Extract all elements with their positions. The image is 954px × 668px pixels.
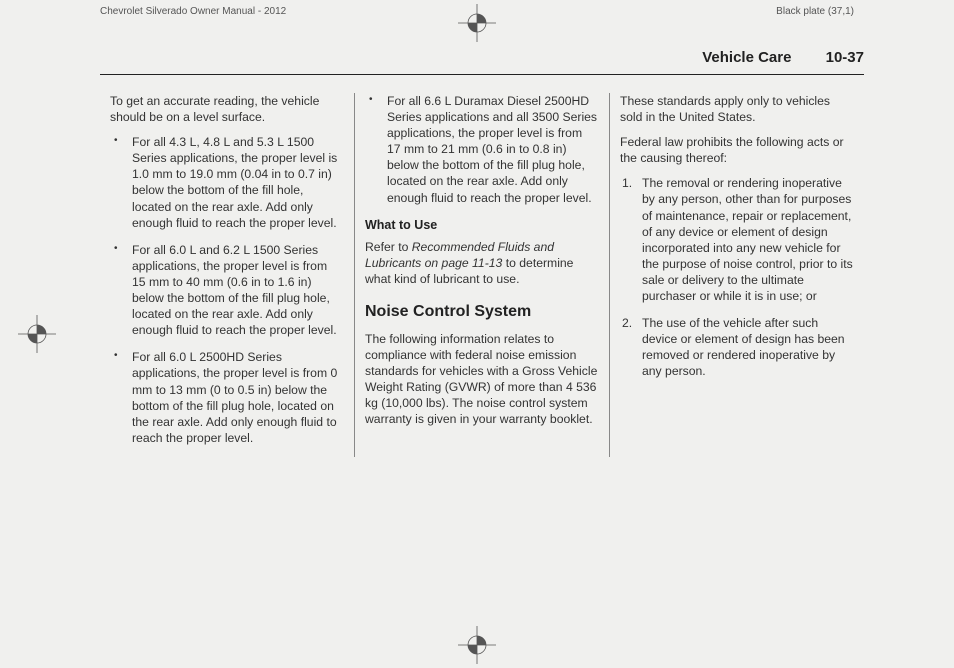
list-item: The removal or rendering inoperative by …: [620, 175, 854, 304]
standards-text: These standards apply only to vehicles s…: [620, 93, 854, 125]
noise-control-heading: Noise Control System: [365, 301, 599, 322]
list-item: For all 6.6 L Duramax Diesel 2500HD Seri…: [365, 93, 599, 206]
page-content: Vehicle Care 10-37 To get an accurate re…: [100, 49, 864, 457]
crop-mark-left-icon: [22, 319, 52, 349]
numbered-list: The removal or rendering inoperative by …: [620, 175, 854, 379]
section-title: Vehicle Care: [702, 49, 791, 66]
bullet-list: For all 4.3 L, 4.8 L and 5.3 L 1500 Seri…: [110, 134, 344, 446]
list-item: For all 4.3 L, 4.8 L and 5.3 L 1500 Seri…: [110, 134, 344, 231]
list-item: For all 6.0 L and 6.2 L 1500 Series appl…: [110, 242, 344, 339]
what-to-use-heading: What to Use: [365, 217, 599, 234]
list-item: The use of the vehicle after such device…: [620, 315, 854, 379]
manual-title: Chevrolet Silverado Owner Manual - 2012: [100, 6, 286, 17]
crop-mark-top-icon: [462, 8, 492, 38]
text-span: Refer to: [365, 240, 412, 254]
crop-mark-bottom-icon: [462, 630, 492, 660]
what-to-use-text: Refer to Recommended Fluids and Lubrican…: [365, 239, 599, 287]
federal-law-text: Federal law prohibits the following acts…: [620, 134, 854, 166]
list-item: For all 6.0 L 2500HD Series applications…: [110, 349, 344, 446]
intro-text: To get an accurate reading, the vehicle …: [110, 93, 344, 125]
page-header: Vehicle Care 10-37: [100, 49, 864, 75]
column-2: For all 6.6 L Duramax Diesel 2500HD Seri…: [354, 93, 609, 457]
columns: To get an accurate reading, the vehicle …: [100, 93, 864, 457]
bullet-list: For all 6.6 L Duramax Diesel 2500HD Seri…: [365, 93, 599, 206]
column-1: To get an accurate reading, the vehicle …: [100, 93, 354, 457]
plate-info: Black plate (37,1): [776, 6, 854, 17]
column-3: These standards apply only to vehicles s…: [609, 93, 864, 457]
noise-control-text: The following information relates to com…: [365, 331, 599, 428]
page-number: 10-37: [826, 49, 864, 66]
